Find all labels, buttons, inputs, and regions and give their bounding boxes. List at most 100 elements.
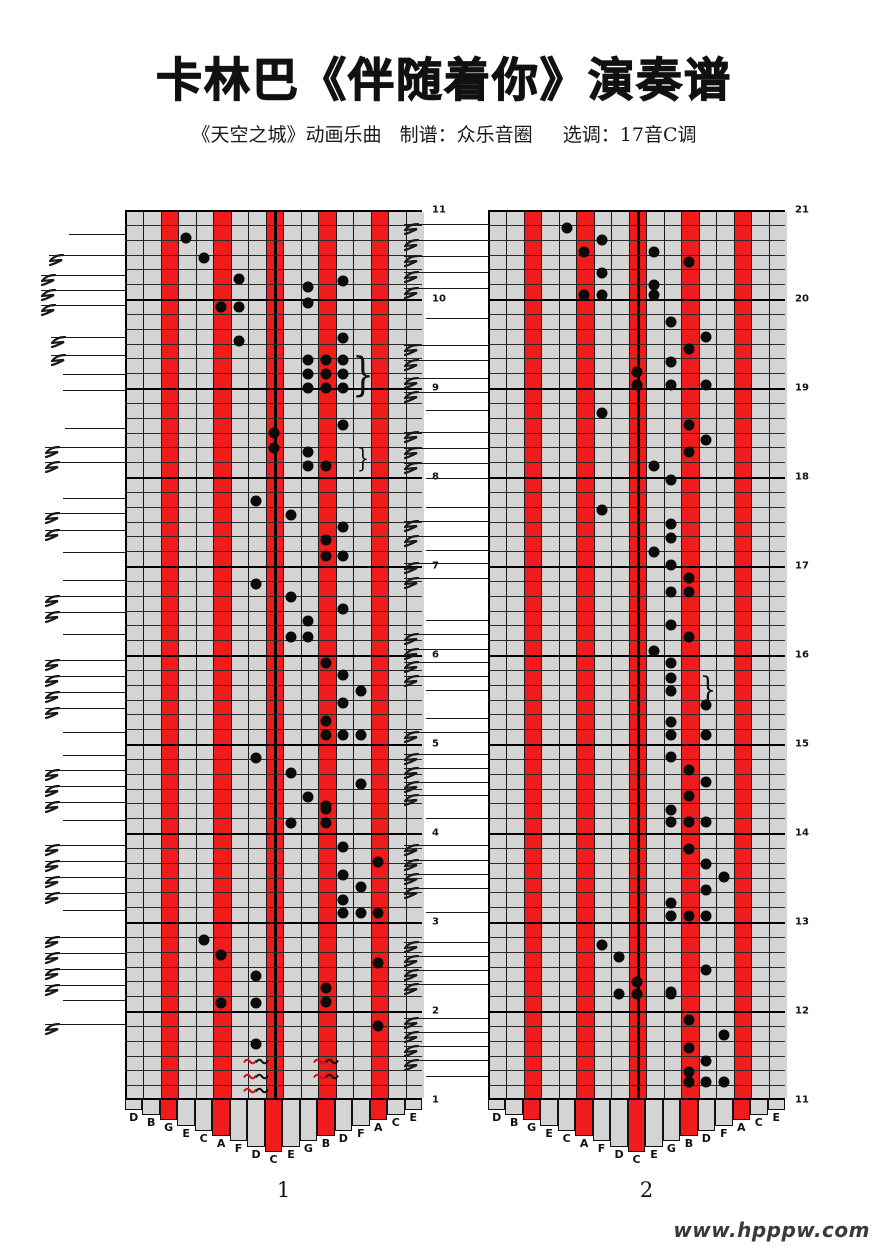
note-stem	[45, 462, 125, 463]
note-dot	[700, 910, 712, 922]
note-stem	[404, 782, 488, 783]
note-dot	[337, 521, 349, 533]
measure-number: 18	[795, 471, 809, 483]
note-dot	[648, 289, 660, 301]
tine	[488, 1100, 506, 1110]
note-dot	[302, 460, 314, 472]
note-stem	[404, 378, 488, 379]
note-dot	[596, 267, 608, 279]
note-dot	[337, 907, 349, 919]
chord-brace: }	[351, 347, 374, 401]
eighth-flag-icon	[45, 860, 60, 873]
tine-label: A	[374, 1121, 383, 1135]
beat-line	[488, 506, 785, 508]
beat-line	[488, 1040, 785, 1042]
note-dot	[596, 289, 608, 301]
beat-line	[125, 699, 422, 701]
note-dot	[320, 354, 332, 366]
note-dot	[320, 460, 332, 472]
measure-number: 9	[432, 382, 439, 394]
note-stem	[404, 888, 488, 889]
beat-line	[488, 669, 785, 671]
note-dot	[683, 419, 695, 431]
measure-number: 12	[795, 1005, 809, 1017]
note-stem	[404, 240, 488, 241]
note-dot	[683, 1042, 695, 1054]
note-dot	[302, 382, 314, 394]
note-dot	[250, 970, 262, 982]
note-stem	[45, 845, 125, 846]
beat-line	[488, 892, 785, 894]
note-dot	[337, 894, 349, 906]
tablature-panel: 11 10 9 8 7 6 5 4 3 2 1}}	[41, 205, 446, 1106]
eighth-flag-icon	[404, 520, 419, 533]
measure-line	[125, 833, 422, 835]
note-dot	[700, 964, 712, 976]
note-dot	[302, 368, 314, 380]
beat-line	[488, 625, 785, 627]
tine	[627, 1100, 646, 1152]
eighth-flag-icon	[41, 274, 56, 287]
note-stem	[45, 786, 125, 787]
tine-label: B	[147, 1115, 156, 1129]
note-dot	[700, 884, 712, 896]
eighth-flag-icon	[404, 969, 419, 982]
tremolo-icon	[243, 1068, 269, 1080]
beat-line	[125, 373, 422, 375]
beat-line	[488, 1025, 785, 1027]
eighth-flag-icon	[404, 1045, 419, 1058]
beat-line	[125, 773, 422, 775]
eighth-flag-icon	[45, 876, 60, 889]
note-dot	[648, 246, 660, 258]
note-stem	[63, 755, 125, 756]
tine	[592, 1100, 611, 1142]
page-subtitle: 《天空之城》动画乐曲 制谱：众乐音圈 选调：17音C调	[191, 124, 697, 146]
note-dot	[320, 800, 332, 812]
beat-line	[488, 907, 785, 909]
eighth-flag-icon	[404, 271, 419, 284]
tine-label: G	[527, 1121, 537, 1135]
note-stem	[41, 275, 125, 276]
measure-number: 10	[432, 293, 446, 305]
note-stem	[426, 550, 488, 551]
note-dot	[648, 546, 660, 558]
measure-line	[488, 210, 785, 212]
note-dot	[320, 817, 332, 829]
beat-line	[125, 669, 422, 671]
measure-number: 21	[795, 204, 809, 216]
tine	[352, 1100, 370, 1126]
note-dot	[631, 366, 642, 378]
beat-line	[488, 313, 785, 315]
measure-number: 20	[795, 293, 809, 305]
note-dot	[613, 951, 625, 963]
note-dot	[683, 1066, 695, 1078]
eighth-flag-icon	[404, 633, 419, 646]
beat-line	[488, 936, 785, 938]
measure-line	[488, 833, 785, 835]
tine	[522, 1100, 541, 1121]
note-dot	[337, 869, 349, 881]
tine-label: F	[597, 1142, 606, 1156]
note-stem	[63, 580, 125, 581]
note-stem	[63, 732, 125, 733]
measure-number: 5	[432, 738, 439, 750]
beat-line	[125, 758, 422, 760]
eighth-flag-icon	[404, 955, 419, 968]
site-watermark: www.hpppw.com	[673, 1218, 870, 1242]
beat-line	[125, 625, 422, 627]
note-stem	[51, 355, 125, 356]
note-dot	[320, 534, 332, 546]
note-stem	[404, 536, 488, 537]
eighth-flag-icon	[404, 377, 419, 390]
note-stem	[51, 337, 125, 338]
note-dot	[665, 356, 677, 368]
tine-label: G	[666, 1142, 676, 1156]
note-stem	[63, 390, 125, 391]
beat-line	[125, 981, 422, 983]
beat-line	[125, 269, 422, 271]
tine	[264, 1100, 283, 1152]
beat-line	[488, 803, 785, 805]
note-stem	[404, 874, 488, 875]
eighth-flag-icon	[45, 769, 60, 782]
eighth-flag-icon	[404, 887, 419, 900]
